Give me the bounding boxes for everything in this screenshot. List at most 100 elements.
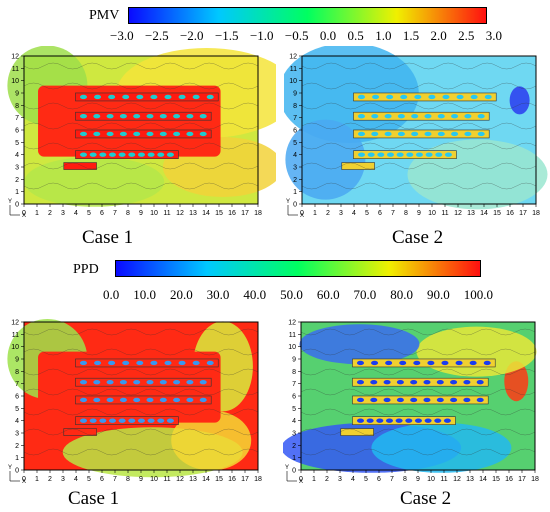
pmv-case1-slot	[79, 152, 87, 157]
ppd-case1-slot	[159, 380, 167, 385]
ppd-case2-bar-0	[352, 358, 496, 368]
ppd-case2-slot	[395, 418, 403, 423]
ppd-tick-2: 20.0	[169, 287, 193, 302]
pmv-case2-slot	[384, 114, 392, 119]
pmv-case1-slot	[206, 94, 214, 100]
ppd-case2-x-tick-label: 13	[466, 476, 474, 483]
pmv-case2-slot	[357, 131, 365, 137]
pmv-case2-x-tick-label: 7	[391, 210, 395, 217]
pmv-case2-y-tick-label: 0	[293, 202, 297, 209]
ppd-case2-contour-line	[300, 428, 536, 436]
ppd-case1-x-tick-label: 18	[254, 476, 262, 483]
pmv-tick-6: 0.0	[319, 28, 337, 43]
pmv-case2-x-tick-label: 12	[454, 210, 462, 217]
ppd-case1-x-tick-label: 8	[126, 476, 130, 483]
pmv-case2-x-tick-label: 10	[428, 210, 436, 217]
ppd-case2-region-4	[299, 324, 420, 365]
pmv-case2-x-tick-label: 8	[404, 210, 408, 217]
pmv-case2-slot	[477, 131, 485, 137]
pmv-case2-slot	[442, 94, 450, 100]
pmv-case2-slot	[357, 114, 365, 119]
pmv-case2-axis-y-label: Y	[286, 199, 290, 205]
pmv-case2-x-tick-label: 0	[300, 210, 304, 217]
ppd-case2-slot	[383, 380, 391, 385]
pmv-colorbar	[128, 7, 487, 24]
pmv-case1-x-tick-label: 4	[74, 210, 78, 217]
ppd-case1-y-tick-label: 12	[11, 320, 19, 327]
pmv-case1-slot	[122, 94, 130, 100]
pmv-case1-axis-y-label: Y	[8, 199, 12, 205]
pmv-case1-x-tick-label: 13	[189, 210, 197, 217]
pmv-case2-slot	[397, 114, 405, 119]
ppd-case1-slot	[150, 360, 158, 366]
pmv-case2-slot	[425, 152, 433, 157]
pmv-case2-title: Case 2	[392, 227, 444, 248]
ppd-case1-x-tick-label: 3	[61, 476, 65, 483]
ppd-case2-slot	[396, 380, 404, 385]
ppd-case2-x-tick-label: 9	[416, 476, 420, 483]
ppd-case2-slot	[469, 360, 477, 366]
ppd-case1-x-tick-label: 17	[241, 476, 249, 483]
pmv-case2-x-tick-label: 15	[493, 210, 501, 217]
ppd-case1-slot	[106, 380, 114, 385]
pmv-case1-slot	[118, 152, 126, 157]
pmv-case1-slot	[157, 152, 165, 157]
ppd-case2-slot	[376, 418, 384, 423]
ppd-case2-slot	[399, 360, 407, 366]
pmv-case1-x-tick-label: 10	[150, 210, 158, 217]
pmv-case2-slot	[414, 94, 422, 100]
pmv-case2-slot	[415, 152, 423, 157]
pmv-case1-x-tick-label: 7	[113, 210, 117, 217]
pmv-case2-slot	[411, 131, 419, 137]
ppd-case2-x-tick-label: 10	[427, 476, 435, 483]
pmv-case1-x-tick-label: 5	[87, 210, 91, 217]
ppd-case1-slot	[122, 360, 130, 366]
pmv-case1-slot	[106, 131, 114, 137]
pmv-case1-slot	[79, 131, 87, 137]
pmv-case2-y-tick-label: 12	[289, 54, 297, 61]
ppd-case1-y-tick-label: 9	[15, 357, 19, 364]
ppd-case1-slot	[159, 397, 167, 403]
pmv-case1-x-tick-label: 11	[163, 210, 170, 217]
pmv-case2-slot	[371, 131, 379, 137]
ppd-case2-region-3	[416, 326, 537, 377]
ppd-case1-slot	[166, 418, 174, 423]
pmv-case1-slot	[173, 114, 181, 119]
ppd-case2-y-tick-label: 5	[292, 406, 296, 413]
pmv-tick-9: 1.5	[402, 28, 420, 43]
pmv-case1-y-tick-label: 4	[15, 152, 19, 159]
ppd-case2-slot	[413, 360, 421, 366]
pmv-case1-x-tick-label: 9	[139, 210, 143, 217]
pmv-case1-slot	[159, 131, 167, 137]
ppd-case2-slot	[383, 397, 391, 403]
ppd-case1-panel: 0 1 2 3 4 5 6 7 8 9 10 11 12 13 14 15 16 17 18 0 1 2 3 4 5 6 7 8 9 10…	[6, 312, 276, 487]
ppd-tick-7: 70.0	[353, 287, 377, 302]
ppd-case1-x-tick-label: 13	[189, 476, 197, 483]
pmv-case1-x-tick-label: 18	[254, 210, 262, 217]
pmv-case2-x-tick-label: 4	[352, 210, 356, 217]
pmv-case1-slot	[186, 131, 194, 137]
pmv-case2-x-tick-label: 6	[378, 210, 382, 217]
ppd-case2-slot	[370, 397, 378, 403]
ppd-case2-field	[283, 322, 537, 473]
ppd-case2-region-1	[371, 422, 512, 473]
pmv-case2-x-tick-label: 14	[480, 210, 488, 217]
ppd-case1-x-tick-label: 4	[74, 476, 78, 483]
pmv-case1-panel: 0 1 2 3 4 5 6 7 8 9 10 11 12 13 14 15 16 17 18 0 1 2 3 4 5 6 7 8 9 10…	[6, 46, 276, 221]
pmv-case2-panel: 0 1 2 3 4 5 6 7 8 9 10 11 12 13 14 15 16 17 18 0 1 2 3 4 5 6 7 8 9 10…	[284, 46, 550, 221]
ppd-case1-x-tick-label: 6	[100, 476, 104, 483]
ppd-case1-x-tick-label: 15	[215, 476, 223, 483]
pmv-case1-slot	[173, 131, 181, 137]
pmv-case2-x-tick-label: 18	[532, 210, 540, 217]
pmv-case2-bar-2	[353, 129, 490, 139]
pmv-case2-slot	[397, 131, 405, 137]
ppd-case1-slot	[164, 360, 172, 366]
ppd-case1-slot	[79, 397, 87, 403]
ppd-case1-x-tick-label: 9	[139, 476, 143, 483]
ppd-case2-y-tick-label: 8	[292, 369, 296, 376]
pmv-case2-contour-line	[301, 82, 537, 90]
ppd-case2-bar-2	[352, 395, 489, 405]
pmv-tick-11: 2.5	[458, 28, 475, 43]
ppd-case2-contour-line	[300, 328, 536, 336]
ppd-case2-x-tick-label: 5	[364, 476, 368, 483]
